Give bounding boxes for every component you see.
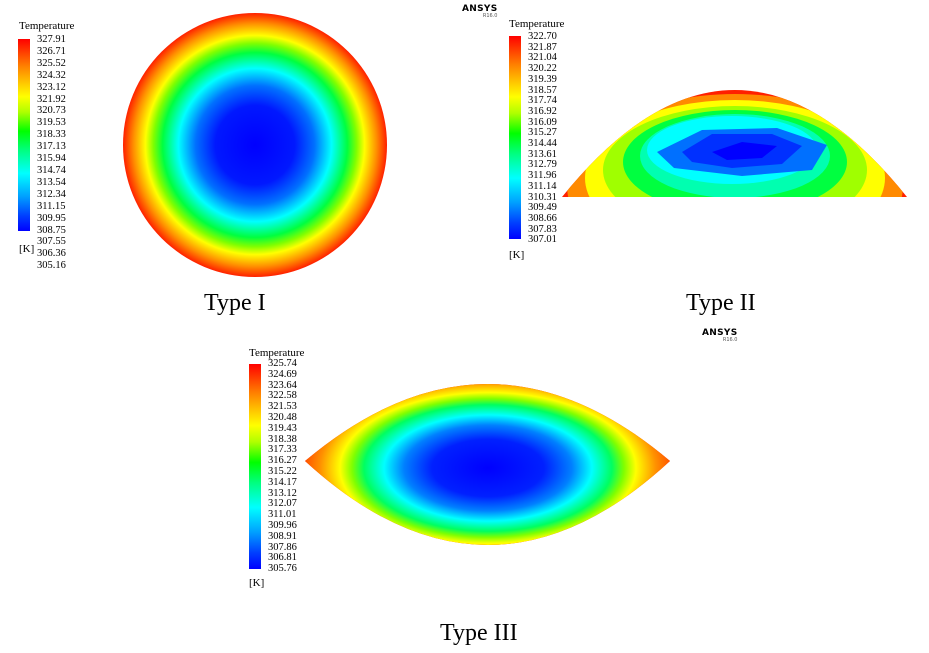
tick-label: 318.33 [37,129,66,141]
legend-tick-labels: 325.74 324.69 323.64 322.58 321.53 320.4… [268,358,297,575]
caption-type-3: Type III [440,620,518,646]
legend-tick-labels: 327.91 326.71 325.52 324.32 323.12 321.9… [37,34,66,272]
tick-label: 309.96 [268,519,297,531]
tick-label: 314.74 [37,164,66,176]
tick-label: 327.91 [37,34,66,45]
caption-type-2: Type II [686,290,756,316]
caption-type-1: Type I [204,290,266,316]
tick-label: 311.96 [528,170,557,182]
tick-label: 307.01 [528,234,557,246]
tick-label: 320.48 [268,411,297,423]
legend-tick-labels: 322.70 321.87 321.04 320.22 319.39 318.5… [528,31,557,246]
tick-label: 306.36 [37,248,66,260]
tick-label: 320.73 [37,105,66,117]
ansys-watermark: ANSYS R16.0 [702,328,737,343]
color-bar [249,364,261,569]
tick-label: 308.91 [268,530,297,542]
tick-label: 317.13 [37,141,66,153]
tick-label: 311.14 [528,180,557,192]
legend-unit: [K] [249,577,265,589]
tick-label: 318.57 [528,84,557,96]
tick-label: 315.94 [37,153,66,165]
tick-label: 307.83 [528,223,557,235]
tick-label: 321.04 [528,52,557,64]
tick-label: 322.58 [268,390,297,402]
tick-label: 314.17 [268,476,297,488]
ansys-version: R16.0 [722,337,738,343]
tick-label: 309.95 [37,212,66,224]
tick-label: 321.92 [37,93,66,105]
tick-label: 311.01 [268,509,297,521]
tick-label: 305.16 [37,260,66,272]
tick-label: 312.79 [528,159,557,171]
tick-label: 321.53 [268,401,297,413]
tick-label: 313.61 [528,148,557,160]
tick-label: 323.64 [268,379,297,391]
tick-label: 314.44 [528,138,557,150]
tick-label: 323.12 [37,81,66,93]
tick-label: 317.74 [528,95,557,107]
legend-unit: [K] [19,243,35,255]
tick-label: 310.31 [528,191,557,203]
legend-title: Temperature [509,18,565,30]
tick-label: 325.74 [268,358,297,369]
ansys-version: R16.0 [482,13,498,19]
ansys-watermark: ANSYS R16.0 [462,4,497,19]
tick-label: 318.38 [268,433,297,445]
tick-label: 326.71 [37,45,66,57]
legend-unit: [K] [509,249,525,261]
tick-label: 307.55 [37,236,66,248]
tick-label: 321.87 [528,41,557,53]
tick-label: 316.92 [528,105,557,117]
tick-label: 305.76 [268,563,297,575]
tick-label: 325.52 [37,57,66,69]
tick-label: 311.15 [37,200,66,212]
tick-label: 324.69 [268,368,297,380]
tick-label: 319.43 [268,422,297,434]
ansys-logo-text: ANSYS [702,328,738,338]
color-bar [509,36,521,239]
legend-title: Temperature [249,347,305,359]
contour-plot-circle [123,13,387,277]
tick-label: 312.34 [37,188,66,200]
tick-label: 309.49 [528,202,557,214]
contour-plot-lens [305,384,670,545]
tick-label: 322.70 [528,31,557,42]
tick-label: 317.33 [268,444,297,456]
legend-title: Temperature [19,20,75,32]
ansys-logo-text: ANSYS [462,4,498,14]
tick-label: 308.75 [37,224,66,236]
tick-label: 313.12 [268,487,297,499]
tick-label: 315.27 [528,127,557,139]
tick-label: 319.53 [37,117,66,129]
tick-label: 315.22 [268,465,297,477]
tick-label: 320.22 [528,63,557,75]
tick-label: 308.66 [528,212,557,224]
tick-label: 313.54 [37,176,66,188]
tick-label: 316.09 [528,116,557,128]
tick-label: 312.07 [268,498,297,510]
tick-label: 319.39 [528,73,557,85]
tick-label: 316.27 [268,455,297,467]
contour-plot-semicircle [562,90,907,197]
tick-label: 324.32 [37,69,66,81]
tick-label: 307.86 [268,541,297,553]
color-bar [18,39,30,231]
tick-label: 306.81 [268,552,297,564]
